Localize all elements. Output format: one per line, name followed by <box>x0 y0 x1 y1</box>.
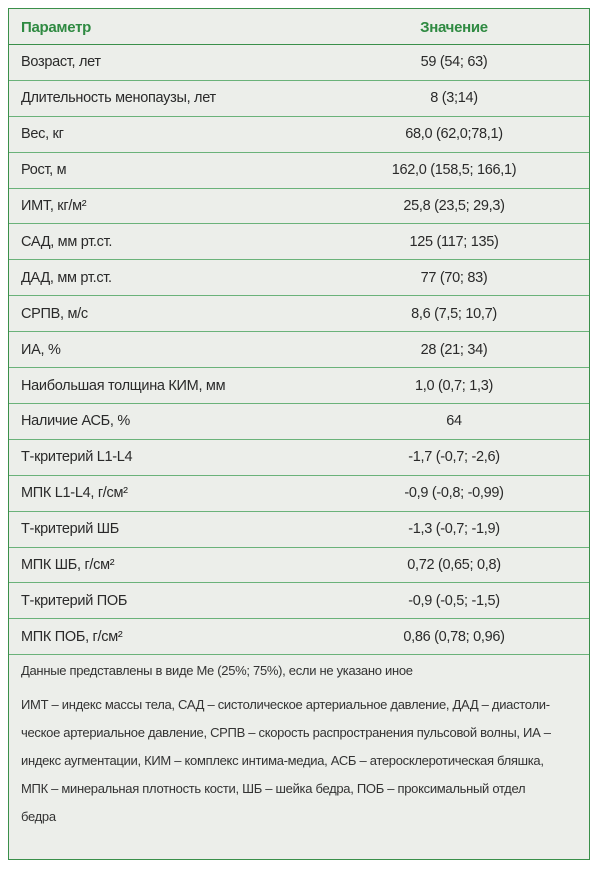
value-cell: 1,0 (0,7; 1,3) <box>414 377 493 394</box>
value-cell: 0,72 (0,65; 0,8) <box>407 557 501 574</box>
abbreviations-line: МПК – минеральная плотность кости, ШБ – … <box>21 781 526 797</box>
table-row: САД, мм рт.ст. 125 (117; 135) <box>9 225 589 261</box>
value-cell: 28 (21; 34) <box>420 341 488 358</box>
parameter-cell: Рост, м <box>21 162 67 179</box>
value-cell: 59 (54; 63) <box>420 54 488 71</box>
header-row: Параметр Значение <box>9 11 589 45</box>
table-row: МПК ШБ, г/см² 0,72 (0,65; 0,8) <box>9 548 589 584</box>
value-cell: 25,8 (23,5; 29,3) <box>403 198 505 215</box>
table-row: ДАД, мм рт.ст. 77 (70; 83) <box>9 260 589 297</box>
table-row: Наибольшая толщина КИМ, мм 1,0 (0,7; 1,3) <box>9 368 589 404</box>
value-cell: -1,7 (-0,7; -2,6) <box>408 449 500 466</box>
table-row: Вес, кг 68,0 (62,0;78,1) <box>9 117 589 153</box>
parameter-cell: ИМТ, кг/м² <box>21 198 87 215</box>
parameter-cell: Вес, кг <box>21 126 64 143</box>
parameter-cell: Т-критерий ПОБ <box>21 592 128 609</box>
data-format-note: Данные представлены в виде Me (25%; 75%)… <box>21 663 413 679</box>
header-cell: Значение <box>420 19 488 36</box>
abbreviations-line: ИМТ – индекс массы тела, САД – систоличе… <box>21 697 550 713</box>
table-row: Рост, м 162,0 (158,5; 166,1) <box>9 153 589 189</box>
parameter-cell: МПК ШБ, г/см² <box>21 557 115 574</box>
value-cell: 77 (70; 83) <box>420 269 488 286</box>
value-cell: 8 (3;14) <box>430 90 478 107</box>
parameter-cell: Длительность менопаузы, лет <box>21 90 216 107</box>
table-row: Длительность менопаузы, лет 8 (3;14) <box>9 81 589 117</box>
parameter-cell: МПК ПОБ, г/см² <box>21 628 123 645</box>
abbreviations-line: индекс аугментации, КИМ – комплекс интим… <box>21 753 544 769</box>
parameter-cell: Наличие АСБ, % <box>21 413 130 430</box>
value-cell: -1,3 (-0,7; -1,9) <box>408 521 500 538</box>
value-cell: 64 <box>446 413 462 430</box>
value-cell: 8,6 (7,5; 10,7) <box>411 305 497 322</box>
value-cell: 68,0 (62,0;78,1) <box>405 126 503 143</box>
table-row: Возраст, лет 59 (54; 63) <box>9 45 589 81</box>
table-row: ИМТ, кг/м² 25,8 (23,5; 29,3) <box>9 189 589 225</box>
abbreviations-line: бедра <box>21 809 56 825</box>
header-cell: Параметр <box>21 19 91 36</box>
value-cell: -0,9 (-0,5; -1,5) <box>408 592 500 609</box>
parameter-cell: САД, мм рт.ст. <box>21 233 113 250</box>
value-cell: 125 (117; 135) <box>409 233 499 250</box>
table-row: Наличие АСБ, % 64 <box>9 404 589 440</box>
parameter-cell: СРПВ, м/с <box>21 305 88 322</box>
table-row: ИА, % 28 (21; 34) <box>9 332 589 369</box>
parameter-cell: Т-критерий L1-L4 <box>21 449 133 466</box>
parameter-cell: ИА, % <box>21 341 61 358</box>
table-frame: Параметр Значение Возраст, лет 59 (54; 63) Д… <box>8 8 590 860</box>
parameter-cell: Возраст, лет <box>21 54 101 71</box>
table-row: Т-критерий ПОБ -0,9 (-0,5; -1,5) <box>9 584 589 620</box>
table-row: Т-критерий L1-L4 -1,7 (-0,7; -2,6) <box>9 440 589 476</box>
abbreviations-line: ческое артериальное давление, СРПВ – ско… <box>21 725 551 741</box>
parameter-cell: ДАД, мм рт.ст. <box>21 269 112 286</box>
table-row: МПК ПОБ, г/см² 0,86 (0,78; 0,96) <box>9 619 589 656</box>
table-row: МПК L1-L4, г/см² -0,9 (-0,8; -0,99) <box>9 476 589 512</box>
table-row: Т-критерий ШБ -1,3 (-0,7; -1,9) <box>9 512 589 548</box>
value-cell: 162,0 (158,5; 166,1) <box>391 162 517 179</box>
table-row: СРПВ, м/с 8,6 (7,5; 10,7) <box>9 296 589 333</box>
value-cell: 0,86 (0,78; 0,96) <box>403 628 505 645</box>
value-cell: -0,9 (-0,8; -0,99) <box>404 485 504 502</box>
parameter-cell: Наибольшая толщина КИМ, мм <box>21 377 226 394</box>
parameter-cell: Т-критерий ШБ <box>21 521 119 538</box>
parameter-cell: МПК L1-L4, г/см² <box>21 485 128 502</box>
